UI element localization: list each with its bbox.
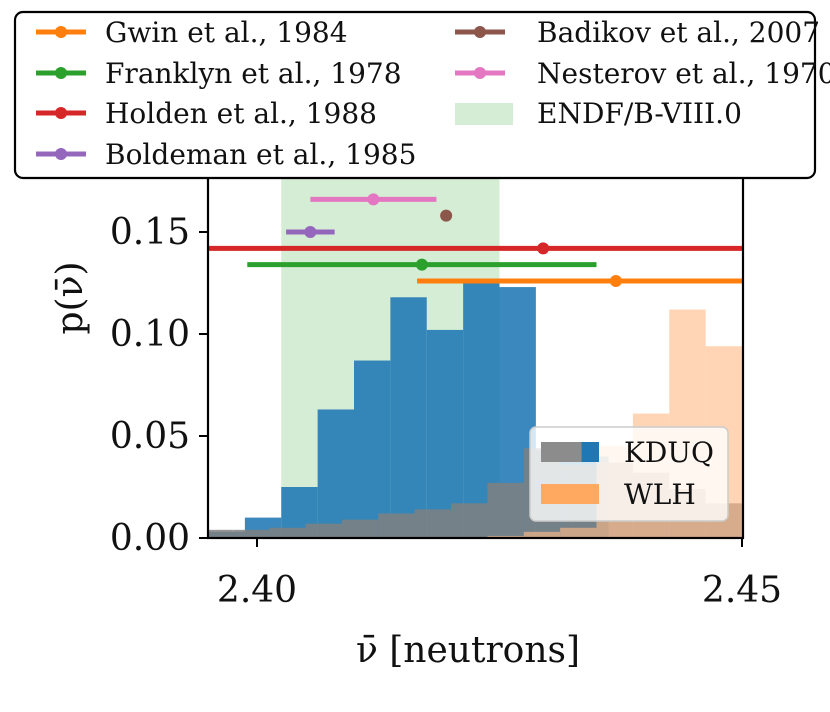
kduq-tail-bar: [414, 509, 451, 538]
legend-nesterov-label: Nesterov et al., 1970: [537, 57, 830, 90]
experiment-errorbars: [208, 193, 743, 287]
kduq-tail-bar: [269, 527, 306, 538]
legend-entry-boldeman: Boldeman et al., 1985: [36, 138, 416, 171]
x-axis-ticks: 2.402.452.50: [217, 538, 782, 611]
legend-top-box: [13, 10, 817, 180]
legend-wlh-label: WLH: [624, 478, 696, 511]
y-axis-ticks: 0.00 0.05 0.10 0.15: [110, 212, 208, 559]
legend-kduq-label: KDUQ: [624, 436, 714, 469]
legend-endf-swatch: [455, 103, 513, 125]
experiment-point: [440, 209, 453, 222]
kduq-tail-bar: [305, 523, 342, 538]
y-axis-label: p(ν̄): [50, 261, 91, 334]
experiment-point: [537, 242, 550, 255]
legend-entry-badikov: Badikov et al., 2007: [455, 16, 820, 49]
wlh-bar: [815, 342, 830, 538]
wlh-bar: [560, 527, 597, 538]
legend-holden-label: Holden et al., 1988: [105, 97, 377, 130]
legend-inner: KDUQ WLH: [529, 426, 729, 522]
x-axis-label: ν̄ [neutrons]: [356, 630, 580, 671]
kduq-tail-bar: [451, 503, 488, 538]
plot-area: [208, 168, 830, 538]
legend-endf-label: ENDF/B-VIII.0: [537, 97, 742, 130]
kduq-bar: [354, 360, 391, 538]
experiment-point: [609, 274, 622, 287]
experiment-point: [415, 258, 428, 271]
legend-entry-holden: Holden et al., 1988: [36, 97, 377, 130]
legend-entry-endf: ENDF/B-VIII.0: [455, 97, 742, 130]
legend-entry-gwin: Gwin et al., 1984: [36, 16, 348, 49]
kduq-tail-bar: [232, 529, 270, 538]
legend-boldeman-marker: [55, 148, 67, 160]
y-tick-label: 0.10: [110, 314, 190, 355]
legend-franklyn-marker: [55, 67, 67, 79]
legend-boldeman-label: Boldeman et al., 1985: [105, 138, 416, 171]
kduq-bar: [317, 409, 354, 538]
legend-top: Gwin et al., 1984 Franklyn et al., 1978 …: [13, 10, 830, 180]
legend-entry-nesterov: Nesterov et al., 1970: [455, 57, 830, 90]
kduq-tail-bar: [742, 521, 743, 538]
legend-inner-entry-kduq: KDUQ: [541, 436, 714, 469]
experiment-point: [304, 226, 317, 238]
legend-inner-entry-wlh: WLH: [541, 478, 696, 511]
kduq-tail-bar: [487, 482, 524, 538]
y-tick-label: 0.15: [110, 212, 190, 253]
legend-badikov-label: Badikov et al., 2007: [537, 16, 820, 49]
legend-franklyn-label: Franklyn et al., 1978: [105, 57, 402, 90]
wlh-bar: [523, 531, 561, 538]
legend-badikov-marker: [474, 26, 486, 38]
y-tick-label: 0.05: [110, 416, 190, 457]
legend-wlh-swatch: [541, 484, 599, 504]
wlh-bar: [742, 305, 743, 538]
legend-holden-marker: [55, 107, 67, 119]
kduq-tail-bar: [208, 529, 233, 538]
kduq-bar: [390, 297, 427, 538]
kduq-tail-bar: [378, 513, 415, 538]
legend-gwin-marker: [55, 26, 67, 38]
kduq-tail-bar: [341, 519, 379, 538]
experiment-point: [367, 193, 380, 206]
legend-entry-franklyn: Franklyn et al., 1978: [36, 57, 402, 90]
x-tick-label: 2.45: [702, 570, 782, 611]
y-tick-label: 0.00: [110, 518, 190, 559]
x-tick-label: 2.40: [217, 570, 297, 611]
legend-gwin-label: Gwin et al., 1984: [105, 16, 348, 49]
wlh-bar: [778, 218, 814, 538]
legend-nesterov-marker: [474, 67, 486, 79]
